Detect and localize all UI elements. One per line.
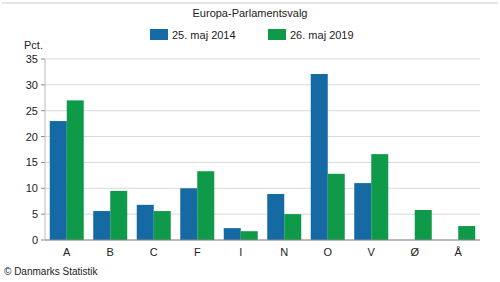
grid-line: [45, 188, 480, 189]
title: Europa-Parlamentsvalg: [193, 7, 308, 19]
bar: [137, 205, 154, 240]
legend-swatch: [268, 29, 286, 40]
x-tick-label: V: [368, 246, 376, 258]
y-tick: [41, 162, 45, 163]
grid-line: [45, 84, 480, 85]
chart: Europa-Parlamentsvalg 25. maj 2014 26. maj…: [0, 0, 500, 282]
y-tick: [41, 240, 45, 241]
y-tick: [41, 136, 45, 137]
bar: [267, 194, 284, 240]
x-tick-label: C: [150, 246, 158, 258]
legend-swatch: [150, 29, 168, 40]
x-tick-label: F: [194, 246, 201, 258]
bar: [241, 231, 258, 240]
y-tick: [41, 84, 45, 85]
title-rule: [2, 3, 498, 4]
grid-line: [45, 110, 480, 111]
x-tick-label: I: [239, 246, 242, 258]
bar: [354, 183, 371, 240]
y-tick-label: 15: [26, 156, 38, 168]
source: © Danmarks Statistik: [4, 266, 99, 277]
grid-line: [45, 136, 480, 137]
y-tick-label: 5: [32, 208, 38, 220]
x-tick-label: O: [323, 246, 332, 258]
y-tick-label: 30: [26, 79, 38, 91]
bar: [67, 100, 84, 240]
y-tick-label: 0: [32, 234, 38, 246]
x-tick-label: N: [280, 246, 288, 258]
y-axis-label: Pct.: [24, 39, 43, 51]
grid-line: [45, 59, 480, 60]
y-tick: [41, 110, 45, 111]
y-tick-label: 10: [26, 182, 38, 194]
legend: 25. maj 2014 26. maj 2019: [150, 29, 354, 41]
bars: [50, 74, 476, 240]
x-tick-label: Å: [455, 246, 463, 258]
bar: [458, 226, 475, 240]
x-tick-label: B: [107, 246, 114, 258]
grid-line: [45, 240, 480, 241]
bar: [50, 121, 67, 240]
bar: [415, 210, 432, 240]
bar: [328, 174, 345, 240]
x-axis: [45, 240, 480, 241]
bar: [197, 171, 214, 240]
y-tick: [41, 59, 45, 60]
grid-line: [45, 162, 480, 163]
bar: [224, 228, 241, 240]
y-tick-label: 20: [26, 131, 38, 143]
x-tick-label: Ø: [410, 246, 419, 258]
bar: [311, 74, 328, 240]
y-tick: [41, 214, 45, 215]
y-tick-label: 35: [26, 53, 38, 65]
bar: [371, 154, 388, 240]
bar: [180, 188, 197, 240]
legend-label: 25. maj 2014: [172, 29, 236, 41]
x-tick-label: A: [63, 246, 71, 258]
bar: [93, 211, 110, 240]
bar: [154, 211, 171, 240]
y-tick-label: 25: [26, 105, 38, 117]
bar: [110, 191, 127, 240]
bar: [284, 214, 301, 240]
y-tick: [41, 188, 45, 189]
legend-label: 26. maj 2019: [290, 29, 354, 41]
y-axis: [45, 59, 46, 240]
